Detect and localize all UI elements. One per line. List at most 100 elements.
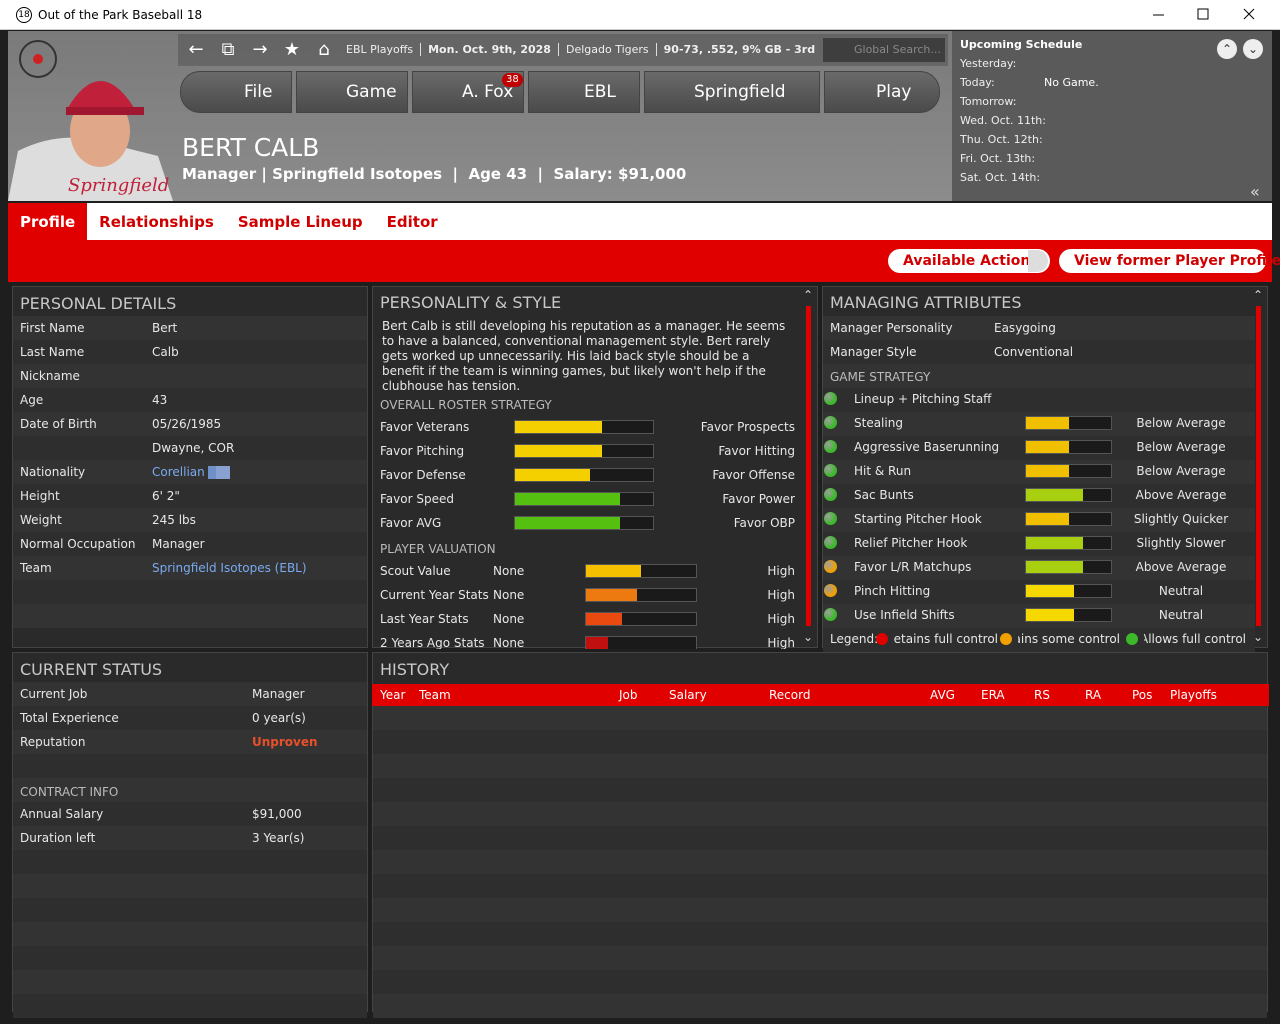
menu-label[interactable]: Play <box>876 82 912 102</box>
menu-button[interactable] <box>296 71 408 113</box>
history-column[interactable]: Record <box>769 688 811 702</box>
history-column[interactable]: RS <box>1034 688 1050 702</box>
bar-fill <box>1026 561 1083 573</box>
attr-label: Manager Style <box>830 345 917 359</box>
menu-label[interactable]: Springfield <box>694 82 786 102</box>
history-column[interactable]: AVG <box>930 688 955 702</box>
history-column[interactable]: Year <box>380 688 406 702</box>
history-column[interactable]: Team <box>419 688 451 702</box>
menu-button[interactable] <box>528 71 640 113</box>
history-column[interactable]: Job <box>619 688 638 702</box>
tab[interactable]: Profile <box>8 203 88 241</box>
row-stripe <box>13 364 367 388</box>
menu-label[interactable]: A. Fox <box>462 82 514 102</box>
detail-value: 05/26/1985 <box>152 417 222 431</box>
roster-right: Favor Hitting <box>718 444 795 458</box>
detail-value[interactable]: Springfield Isotopes (EBL) <box>152 561 307 575</box>
search-placeholder[interactable]: Global Search... <box>854 43 941 56</box>
row-stripe <box>373 826 1267 850</box>
status-label: Current Job <box>20 687 88 701</box>
detail-label: Age <box>20 393 44 407</box>
menu-button[interactable] <box>644 71 820 113</box>
schedule-scroll[interactable]: ⌄ <box>1243 39 1263 59</box>
legend-title: Legend: <box>830 632 879 646</box>
schedule-title: Upcoming Schedule <box>960 38 1083 51</box>
contract-label: Annual Salary <box>20 807 104 821</box>
bar-fill <box>1026 489 1083 501</box>
detail-label: First Name <box>20 321 85 335</box>
menu-label[interactable]: Game <box>346 82 397 102</box>
window-controls[interactable] <box>1150 6 1270 24</box>
menu-button[interactable] <box>824 71 940 113</box>
section-title: PLAYER VALUATION <box>380 542 496 556</box>
history-column[interactable]: Salary <box>669 688 707 702</box>
menu-label[interactable]: EBL <box>584 82 616 102</box>
control-dot <box>824 584 837 597</box>
strategy-label: Use Infield Shifts <box>854 608 955 622</box>
history-column[interactable]: Playoffs <box>1170 688 1217 702</box>
row-stripe <box>13 826 367 850</box>
legend-clip: Retains some control <box>1018 630 1120 648</box>
collapse-button[interactable]: « <box>1250 182 1260 201</box>
roster-left: Favor Defense <box>380 468 466 482</box>
roster-right: Favor Prospects <box>700 420 795 434</box>
menu-label[interactable]: File <box>244 82 273 102</box>
row-stripe <box>13 484 367 508</box>
detail-label: Date of Birth <box>20 417 97 431</box>
valuation-value: None <box>493 612 525 626</box>
history-column[interactable]: Pos <box>1132 688 1153 702</box>
nav-button[interactable]: ⧉ <box>221 39 235 60</box>
nav-button[interactable]: ★ <box>283 39 301 60</box>
detail-value[interactable]: Corellian <box>152 465 205 479</box>
action-label[interactable]: Available Actions <box>903 253 1039 269</box>
row-stripe <box>373 874 1267 898</box>
history-column[interactable]: RA <box>1085 688 1102 702</box>
breadcrumb[interactable]: 90-73, .552, 9% GB - 3rd <box>663 43 816 56</box>
header <box>8 31 952 201</box>
breadcrumb[interactable]: Delgado Tigers <box>565 43 649 56</box>
breadcrumb[interactable]: EBL Playoffs <box>346 43 414 56</box>
detail-value: 43 <box>152 393 168 407</box>
action-button <box>1059 249 1266 273</box>
row-stripe <box>13 802 367 826</box>
window-title: Out of the Park Baseball 18 <box>38 8 203 22</box>
row-stripe <box>13 994 367 1018</box>
roster-left: Favor Veterans <box>380 420 470 434</box>
action-label[interactable]: View former Player Profile <box>1074 253 1280 269</box>
breadcrumb[interactable]: Mon. Oct. 9th, 2028 <box>428 43 551 56</box>
menu-button[interactable] <box>180 71 292 113</box>
strategy-label: Stealing <box>854 416 903 430</box>
nav-button[interactable]: → <box>252 39 268 60</box>
scroll-down[interactable]: ⌄ <box>803 630 814 644</box>
row-stripe <box>373 970 1267 994</box>
scroll-up[interactable]: ⌃ <box>1253 288 1264 302</box>
control-dot <box>824 536 837 549</box>
bar-fill <box>1026 417 1069 429</box>
bar-fill <box>1026 585 1075 597</box>
portrait: Springfield <box>8 40 173 201</box>
nav-button[interactable]: ⌂ <box>318 39 330 60</box>
schedule-scroll[interactable]: ⌃ <box>1217 39 1237 59</box>
history-header <box>372 684 1269 706</box>
section-title: GAME STRATEGY <box>830 370 931 384</box>
strategy-value: Above Average <box>1135 488 1227 502</box>
cover <box>373 649 817 652</box>
contract-value: $91,000 <box>252 807 302 821</box>
detail-label: Weight <box>20 513 62 527</box>
status-value: Manager <box>252 687 305 701</box>
scroll-up[interactable]: ⌃ <box>803 288 814 302</box>
bar-fill <box>586 565 641 577</box>
panel <box>372 286 818 648</box>
tab[interactable]: Relationships <box>99 213 214 231</box>
tab[interactable]: Editor <box>386 213 438 231</box>
detail-value: Bert <box>152 321 178 335</box>
bar-fill <box>515 469 590 481</box>
status-value: 0 year(s) <box>252 711 306 725</box>
history-column[interactable]: ERA <box>981 688 1005 702</box>
nav-button[interactable]: ← <box>188 39 204 60</box>
search-box <box>822 37 946 63</box>
scroll-down[interactable]: ⌄ <box>1253 630 1264 644</box>
tab[interactable]: Sample Lineup <box>237 213 363 231</box>
svg-text:Springfield: Springfield <box>68 175 169 196</box>
strategy-label: Favor L/R Matchups <box>854 560 972 574</box>
